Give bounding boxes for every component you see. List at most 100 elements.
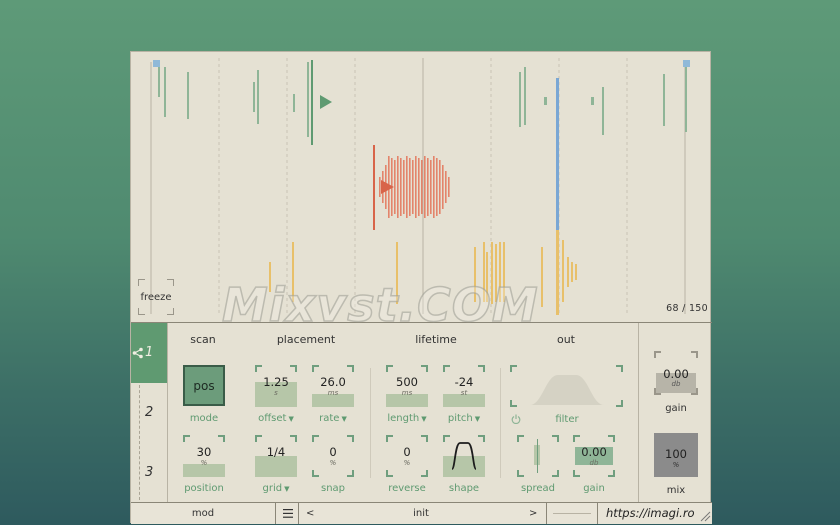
preset-name[interactable]: init	[413, 508, 429, 519]
grain	[556, 230, 559, 315]
grain	[269, 262, 271, 292]
grid-dropdown[interactable]: grid ▼	[245, 483, 307, 494]
rate-unit: ms	[327, 389, 339, 397]
share-icon	[132, 347, 143, 359]
grain	[164, 67, 166, 117]
rate-value: 26.0	[320, 375, 346, 389]
rate-fill	[312, 394, 354, 407]
grain	[486, 252, 488, 302]
mix-knob[interactable]: 100 %	[654, 433, 698, 477]
offset-knob[interactable]: 1.25 s	[255, 365, 297, 407]
freeze-corner	[138, 308, 145, 315]
grain	[418, 158, 420, 216]
snap-unit: %	[329, 459, 337, 467]
slot-number: 2	[145, 405, 154, 420]
dropdown-arrow-icon: ▼	[421, 415, 427, 423]
filter-display[interactable]	[510, 365, 623, 407]
dropdown-arrow-icon: ▼	[341, 415, 347, 423]
snap-label: snap	[320, 483, 346, 494]
grain-display[interactable]: freeze 68 / 150	[131, 52, 712, 322]
control-panel: 1 2 3 scan placement lifetime out pos mo…	[131, 322, 712, 503]
mode-selector[interactable]: pos	[183, 365, 225, 406]
dropdown-arrow-icon: ▼	[288, 415, 294, 423]
spread-label: spread	[520, 483, 556, 494]
mod-button[interactable]: mod	[131, 503, 276, 524]
section-title-lifetime: lifetime	[415, 333, 457, 346]
footer-slider[interactable]	[546, 503, 598, 524]
position-knob[interactable]: 30 %	[183, 435, 225, 477]
slot-1[interactable]: 1	[131, 323, 167, 383]
grain	[448, 177, 450, 197]
grain	[436, 158, 438, 216]
reverse-value: 0	[403, 445, 411, 459]
grain	[396, 242, 398, 304]
reverse-knob[interactable]: 0 %	[386, 435, 428, 477]
grain	[524, 67, 526, 125]
grain	[663, 74, 665, 126]
shape-selector[interactable]	[443, 435, 485, 477]
grain	[503, 242, 505, 302]
pitch-value: -24	[454, 375, 474, 389]
next-preset-button[interactable]: >	[529, 508, 538, 519]
grain	[293, 94, 295, 112]
slot-selector: 1 2 3	[131, 323, 168, 503]
out-gain-fill	[575, 447, 613, 465]
grain	[427, 158, 429, 216]
grain	[519, 72, 521, 127]
freeze-button[interactable]: freeze	[138, 279, 174, 315]
power-icon[interactable]	[511, 414, 521, 424]
section-divider	[500, 368, 501, 478]
footer-bar: mod < init > https://imagi.ro	[131, 502, 712, 524]
grain	[483, 242, 485, 302]
length-dropdown[interactable]: length ▼	[376, 413, 438, 424]
master-gain-knob[interactable]: 0.00 db	[654, 351, 698, 395]
grid-knob[interactable]: 1/4	[255, 435, 297, 477]
grain	[474, 247, 476, 302]
dropdown-arrow-icon: ▼	[284, 485, 290, 493]
grain	[307, 62, 309, 137]
grain	[433, 156, 435, 218]
slot-3[interactable]: 3	[131, 443, 167, 503]
section-title-scan: scan	[190, 333, 216, 346]
loop-start-marker	[153, 60, 160, 67]
rate-dropdown[interactable]: rate ▼	[302, 413, 364, 424]
grain	[541, 247, 543, 307]
master-gain-label: gain	[665, 403, 687, 414]
grain	[394, 160, 396, 214]
rate-knob[interactable]: 26.0 ms	[312, 365, 354, 407]
pitch-knob[interactable]: -24 st	[443, 365, 485, 407]
offset-dropdown[interactable]: offset ▼	[245, 413, 307, 424]
freeze-corner	[138, 279, 145, 286]
slot-divider	[139, 385, 140, 500]
resize-handle-icon[interactable]	[699, 509, 711, 522]
grain-cursor-green	[320, 95, 332, 109]
freeze-label: freeze	[140, 292, 172, 303]
spread-knob[interactable]	[517, 435, 559, 477]
out-gain-unit: db	[589, 459, 599, 467]
prev-preset-button[interactable]: <	[306, 508, 315, 519]
out-gain-knob[interactable]: 0.00 db	[573, 435, 615, 477]
mode-label: mode	[189, 413, 219, 424]
grain	[442, 165, 444, 209]
website-link[interactable]: https://imagi.ro	[606, 506, 695, 520]
grain	[415, 156, 417, 218]
grain-counter: 68 / 150	[666, 303, 708, 314]
section-title-out: out	[556, 333, 575, 346]
pitch-dropdown[interactable]: pitch ▼	[433, 413, 495, 424]
reverse-unit: %	[403, 459, 411, 467]
grain	[571, 262, 573, 282]
grain-display-canvas	[150, 58, 690, 315]
slider-track	[553, 513, 591, 514]
grain	[445, 171, 447, 203]
offset-unit: s	[274, 389, 278, 397]
length-knob[interactable]: 500 ms	[386, 365, 428, 407]
position-unit: %	[200, 459, 208, 467]
grain	[499, 242, 501, 302]
grid-label: grid	[262, 483, 283, 494]
section-divider	[370, 368, 371, 478]
pitch-unit: st	[460, 389, 468, 397]
menu-button[interactable]	[277, 503, 299, 524]
slot-2[interactable]: 2	[131, 383, 167, 443]
offset-fill	[255, 381, 297, 407]
snap-knob[interactable]: 0 %	[312, 435, 354, 477]
